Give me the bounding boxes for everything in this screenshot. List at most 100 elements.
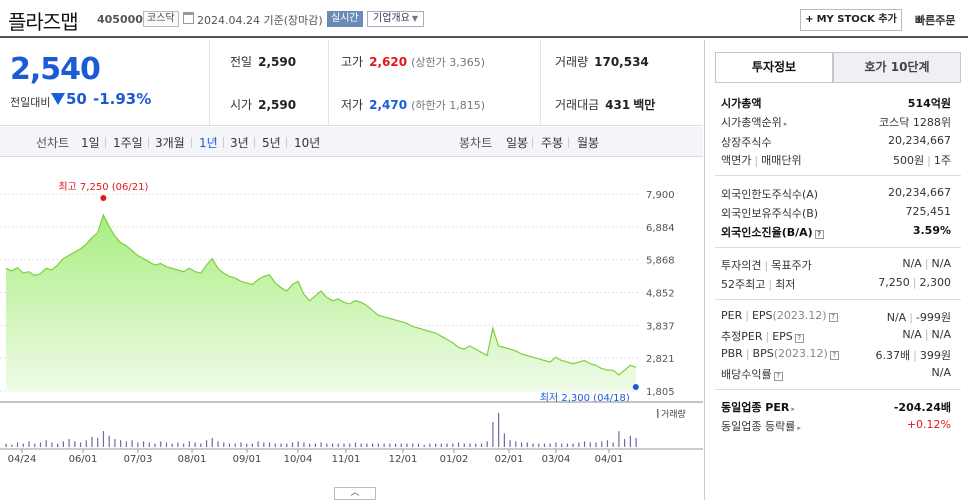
current-price: 2,540 xyxy=(10,52,101,87)
realtime-button[interactable]: 실시간 xyxy=(327,11,363,27)
volume-bar xyxy=(314,443,316,447)
volume-bar xyxy=(165,442,168,447)
candle-monthly[interactable]: 월봉 xyxy=(577,136,600,150)
high-value: 2,620 xyxy=(369,55,408,69)
volume-bar xyxy=(618,431,620,447)
help-icon[interactable]: ? xyxy=(773,372,783,381)
est-eps-label: EPS xyxy=(772,330,793,343)
volume-bar xyxy=(515,441,517,447)
period-5y[interactable]: 5년 xyxy=(262,136,281,150)
period-10y[interactable]: 10년 xyxy=(294,136,321,150)
help-icon[interactable]: ? xyxy=(794,334,804,343)
period-3y[interactable]: 3년 xyxy=(230,136,249,150)
per-label: PER xyxy=(721,309,743,322)
high-marker xyxy=(100,195,107,202)
volume-bar xyxy=(429,443,431,447)
volume-bar xyxy=(624,439,626,447)
volume-bar xyxy=(16,442,19,447)
volume-bar xyxy=(228,443,231,447)
sector-per-label: 동일업종 PER xyxy=(721,401,790,414)
week52-high-label: 52주최고 xyxy=(721,278,766,291)
collapse-chart-button[interactable]: ︿ xyxy=(334,487,376,500)
period-1d[interactable]: 1일 xyxy=(81,136,100,150)
y-tick-label: 7,900 xyxy=(646,190,675,201)
low-marker xyxy=(632,384,639,391)
volume-bar xyxy=(354,442,357,447)
quick-order-link[interactable]: 빠른주문 xyxy=(915,14,956,27)
help-icon[interactable]: ? xyxy=(829,351,839,360)
candle-weekly[interactable]: 주봉 xyxy=(541,136,564,150)
volume-bar xyxy=(326,443,328,447)
unit-label: 매매단위 xyxy=(761,154,802,167)
x-tick-label: 04/24 xyxy=(8,454,37,465)
open-value: 2,590 xyxy=(258,98,297,112)
volume-bar xyxy=(160,441,162,447)
chart-period-bar: 선차트 1일 1주일 3개월 1년 3년 5년 10년 봉차트 일봉 주봉 월봉 xyxy=(0,127,703,157)
volume-bar xyxy=(280,443,282,447)
stock-name: 플라즈맵 xyxy=(8,10,79,34)
market-badge: 코스닥 xyxy=(143,11,179,27)
help-icon[interactable]: ? xyxy=(828,313,838,322)
dividend-value: N/A xyxy=(931,366,951,379)
eps-label: EPS xyxy=(751,309,773,322)
volume-bar xyxy=(142,441,145,447)
triangle-right-icon: ▸ xyxy=(791,405,795,413)
corp-info-dropdown[interactable]: 기업개요 ▼ xyxy=(367,11,424,27)
volume-bar xyxy=(486,441,488,447)
candle-chart-label: 봉차트 xyxy=(459,136,493,150)
volume-bar xyxy=(211,437,213,447)
x-tick-label: 07/03 xyxy=(124,454,153,465)
volume-bar xyxy=(337,443,339,447)
market-cap-value: 514억원 xyxy=(907,97,951,110)
volume-bar xyxy=(412,443,414,447)
add-mystock-label: MY STOCK 추가 xyxy=(816,14,897,25)
volume-bar xyxy=(480,443,483,447)
volume-bar xyxy=(492,422,494,447)
period-1y[interactable]: 1년 xyxy=(199,136,218,150)
pbr-row: PBR | BPS(2023.12)? 6.37배 | 399원 xyxy=(721,347,951,362)
price-area xyxy=(6,215,636,391)
candle-daily[interactable]: 일봉 xyxy=(506,136,529,150)
volume-bar xyxy=(246,443,248,447)
market-cap-label: 시가총액 xyxy=(721,97,762,110)
tab-divider xyxy=(715,82,961,83)
shares-value: 20,234,667 xyxy=(888,134,951,147)
volume-bar xyxy=(194,442,196,447)
foreign-hold-row: 외국인보유주식수(B) 725,451 xyxy=(721,205,951,222)
tab-orderbook[interactable]: 호가 10단계 xyxy=(833,52,961,83)
divider xyxy=(223,137,224,148)
x-tick-label: 04/01 xyxy=(595,454,624,465)
divider xyxy=(532,137,533,148)
volume-bar xyxy=(417,443,420,447)
period-3m[interactable]: 3개월 xyxy=(155,136,185,150)
per-value: N/A xyxy=(886,311,907,324)
stock-header: 플라즈맵 405000 코스닥 2024.04.24 기준(장마감) 실시간 기… xyxy=(0,0,968,38)
volume-bar xyxy=(406,443,408,447)
divider xyxy=(715,247,961,248)
price-chart[interactable]: 7,900 6,884 5,868 4,852 3,837 2,821 1,805 04/2… xyxy=(0,158,703,500)
volume-bar xyxy=(498,413,500,447)
add-mystock-button[interactable]: + MY STOCK 추가 xyxy=(800,9,902,31)
shares-label: 상장주식수 xyxy=(721,136,772,149)
help-icon[interactable]: ? xyxy=(814,230,824,239)
tab-invest-info[interactable]: 투자정보 xyxy=(715,52,833,83)
eps-value: -999원 xyxy=(915,311,951,324)
volume-bar xyxy=(154,443,156,447)
volume-bar xyxy=(274,443,276,447)
est-per-value: N/A xyxy=(902,328,922,341)
volume-bar xyxy=(383,443,385,447)
cap-rank-value: 코스닥 1288위 xyxy=(879,116,951,129)
y-tick-label: 5,868 xyxy=(646,256,675,267)
prev-compare-label: 전일대비 xyxy=(10,96,51,109)
open-stat: 시가 2,590 xyxy=(230,96,296,113)
volume-bar xyxy=(538,443,540,447)
per-row: PER | EPS(2023.12)? N/A | -999원 xyxy=(721,309,951,324)
volume-label: 거래량 xyxy=(555,55,589,69)
volume-bar xyxy=(125,441,127,447)
volume-bar xyxy=(177,442,179,447)
prev-close-value: 2,590 xyxy=(258,55,297,69)
period-1w[interactable]: 1주일 xyxy=(113,136,143,150)
volume-bar xyxy=(457,442,460,447)
est-eps-value: N/A xyxy=(931,328,951,341)
divider xyxy=(715,389,961,390)
